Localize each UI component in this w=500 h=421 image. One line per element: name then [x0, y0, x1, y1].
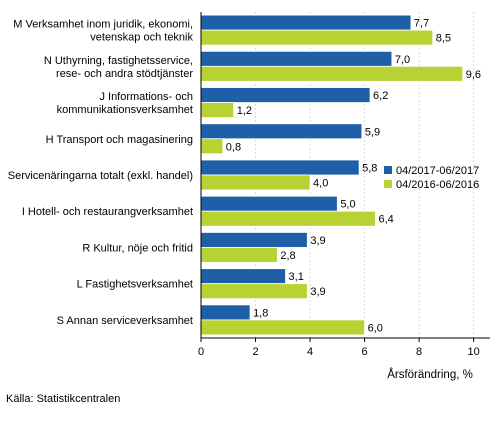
legend-label: 04/2016-06/2016 [396, 179, 479, 191]
bar [200, 29, 434, 46]
source-note: Källa: Statistikcentralen [6, 393, 121, 405]
bar [200, 14, 412, 31]
data-label: 0,8 [226, 141, 241, 153]
bar [200, 268, 286, 285]
data-label: 9,6 [466, 69, 481, 81]
data-label: 4,0 [313, 178, 328, 190]
data-label: 3,1 [289, 271, 304, 283]
data-label: 5,0 [340, 199, 355, 211]
category-label: J Informations- och [99, 91, 193, 103]
x-tick-label: 0 [198, 346, 204, 358]
bar [200, 210, 376, 227]
category-label: kommunikationsverksamhet [57, 104, 193, 116]
category-label: rese- och andra stödtjänster [56, 68, 193, 80]
bar [200, 138, 224, 155]
bar [200, 232, 308, 248]
x-axis-title: Årsförändring, % [387, 368, 473, 381]
bar [200, 304, 251, 321]
bar [200, 195, 338, 212]
x-tick-label: 6 [362, 346, 368, 358]
category-label: I Hotell- och restaurangverksamhet [22, 206, 193, 218]
x-tick-label: 2 [252, 346, 258, 358]
data-label: 5,9 [365, 126, 380, 138]
x-tick-label: 10 [468, 346, 480, 358]
data-label: 1,8 [253, 307, 268, 319]
category-label: M Verksamhet inom juridik, ekonomi, [13, 19, 193, 31]
bar [200, 174, 311, 191]
category-label: L Fastighetsverksamhet [77, 279, 193, 291]
legend-label: 04/2017-06/2017 [396, 165, 479, 177]
legend-swatch [384, 166, 392, 174]
category-label: N Uthyrning, fastighetsservice, [44, 55, 193, 67]
bar [200, 159, 360, 176]
data-label: 3,9 [310, 235, 325, 247]
data-label: 6,2 [373, 90, 388, 102]
bar [200, 50, 393, 67]
bar [200, 123, 363, 140]
category-label: vetenskap och teknik [90, 32, 193, 44]
bar [200, 87, 371, 103]
bar [200, 102, 235, 118]
category-label: S Annan serviceverksamhet [57, 315, 193, 327]
category-label: Servicenäringarna totalt (exkl. handel) [8, 170, 193, 182]
bar [200, 283, 308, 300]
data-label: 5,8 [362, 163, 377, 175]
data-label: 3,9 [310, 286, 325, 298]
data-label: 6,4 [378, 214, 393, 226]
data-label: 8,5 [436, 33, 451, 45]
data-label: 7,0 [395, 54, 410, 66]
category-label: H Transport och magasinering [46, 134, 193, 146]
bar [200, 247, 278, 263]
x-tick-label: 4 [307, 346, 313, 358]
legend-swatch [384, 180, 392, 188]
bar [200, 65, 464, 82]
bar [200, 319, 365, 336]
x-tick-label: 8 [416, 346, 422, 358]
data-label: 6,0 [368, 322, 383, 334]
data-label: 7,7 [414, 18, 429, 30]
data-label: 1,2 [237, 105, 252, 117]
category-label: R Kultur, nöje och fritid [82, 242, 193, 254]
data-label: 2,8 [280, 250, 295, 262]
